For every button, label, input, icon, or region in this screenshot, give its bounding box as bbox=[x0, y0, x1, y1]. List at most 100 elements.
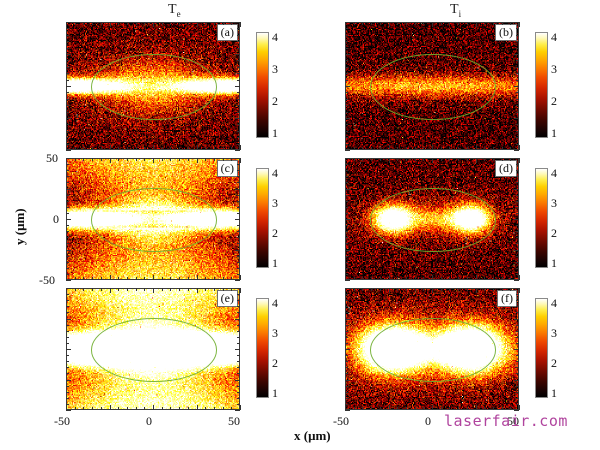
axis-tick bbox=[66, 86, 71, 87]
axis-tick bbox=[345, 28, 348, 30]
axis-tick bbox=[516, 92, 519, 94]
axis-tick bbox=[109, 288, 111, 293]
axis-tick bbox=[345, 243, 348, 245]
axis-tick bbox=[66, 373, 69, 375]
axis-tick bbox=[109, 158, 111, 163]
axis-tick bbox=[345, 118, 350, 119]
axis-tick bbox=[135, 147, 137, 150]
axis-tick bbox=[66, 34, 69, 36]
axis-tick bbox=[66, 243, 69, 245]
axis-tick bbox=[237, 324, 240, 326]
axis-tick bbox=[516, 237, 519, 239]
axis-tick bbox=[83, 288, 85, 291]
axis-tick bbox=[109, 145, 111, 150]
axis-tick bbox=[423, 277, 425, 280]
axis-tick bbox=[153, 22, 154, 27]
axis-tick bbox=[66, 280, 71, 281]
axis-tick bbox=[83, 158, 85, 161]
axis-tick bbox=[66, 410, 71, 411]
axis-tick bbox=[345, 79, 348, 81]
axis-tick bbox=[432, 22, 433, 27]
axis-tick bbox=[66, 403, 69, 405]
axis-tick bbox=[440, 147, 442, 150]
axis-tick bbox=[345, 158, 346, 163]
axis-tick bbox=[388, 275, 390, 280]
axis-tick bbox=[66, 318, 71, 320]
axis-tick bbox=[514, 288, 519, 289]
colorbar-tick-label: 4 bbox=[551, 296, 557, 310]
axis-tick bbox=[501, 277, 503, 280]
axis-tick bbox=[66, 92, 69, 94]
axis-tick bbox=[475, 145, 477, 150]
axis-tick bbox=[345, 330, 348, 332]
axis-tick bbox=[170, 288, 172, 291]
axis-tick bbox=[235, 54, 240, 55]
axis-tick bbox=[345, 219, 350, 220]
axis-tick bbox=[205, 277, 207, 280]
axis-tick bbox=[519, 158, 520, 163]
axis-tick bbox=[66, 355, 69, 357]
heatmap-panel-c: (c) bbox=[66, 158, 240, 280]
axis-tick bbox=[516, 206, 519, 208]
axis-tick bbox=[170, 158, 172, 161]
axis-tick bbox=[126, 147, 128, 150]
axis-tick bbox=[66, 98, 69, 100]
axis-tick bbox=[466, 147, 468, 150]
colorbar-tick-label: 4 bbox=[551, 30, 557, 44]
axis-tick bbox=[66, 288, 71, 289]
axis-tick bbox=[235, 410, 240, 411]
axis-tick bbox=[92, 158, 94, 161]
colorbar-tick-label: 1 bbox=[272, 386, 278, 400]
colorbar-tick-label: 1 bbox=[551, 256, 557, 270]
axis-tick bbox=[237, 294, 240, 296]
axis-tick bbox=[118, 277, 120, 280]
axis-tick bbox=[371, 288, 373, 291]
axis-tick bbox=[388, 158, 390, 163]
axis-tick bbox=[235, 379, 240, 381]
axis-tick bbox=[516, 66, 519, 68]
axis-tick bbox=[345, 66, 348, 68]
axis-tick bbox=[237, 225, 240, 227]
axis-tick bbox=[388, 405, 390, 410]
axis-tick bbox=[516, 330, 519, 332]
region-ellipse-b bbox=[370, 53, 496, 121]
axis-tick bbox=[66, 397, 69, 399]
axis-tick bbox=[83, 277, 85, 280]
axis-tick bbox=[514, 219, 519, 220]
axis-tick bbox=[475, 22, 477, 27]
axis-tick bbox=[414, 277, 416, 280]
colorbar-tick-label: 2 bbox=[551, 356, 557, 370]
axis-tick bbox=[237, 60, 240, 62]
axis-tick bbox=[371, 22, 373, 25]
axis-tick bbox=[345, 92, 348, 94]
axis-tick bbox=[514, 22, 519, 23]
axis-tick bbox=[516, 79, 519, 81]
axis-tick bbox=[492, 158, 494, 161]
axis-tick bbox=[516, 294, 519, 296]
axis-tick bbox=[213, 277, 215, 280]
axis-tick bbox=[458, 288, 460, 291]
axis-tick bbox=[423, 22, 425, 25]
axis-tick bbox=[66, 145, 67, 150]
axis-tick bbox=[179, 22, 181, 25]
axis-tick bbox=[66, 105, 69, 107]
colorbar-tick-label: 3 bbox=[272, 326, 278, 340]
axis-tick bbox=[475, 288, 477, 293]
axis-tick bbox=[345, 212, 348, 214]
colorbar-tick-label: 2 bbox=[551, 94, 557, 108]
axis-tick bbox=[92, 22, 94, 25]
axis-tick bbox=[514, 410, 519, 411]
axis-tick bbox=[237, 361, 240, 363]
axis-tick bbox=[66, 22, 71, 23]
axis-tick bbox=[405, 22, 407, 25]
axis-tick bbox=[414, 22, 416, 25]
axis-tick bbox=[196, 22, 198, 27]
axis-tick bbox=[66, 176, 69, 178]
axis-tick bbox=[458, 407, 460, 410]
axis-tick bbox=[66, 60, 69, 62]
axis-tick bbox=[237, 391, 240, 393]
axis-tick bbox=[516, 300, 519, 302]
axis-tick bbox=[484, 22, 486, 25]
axis-tick bbox=[362, 288, 364, 291]
axis-tick bbox=[66, 237, 69, 239]
